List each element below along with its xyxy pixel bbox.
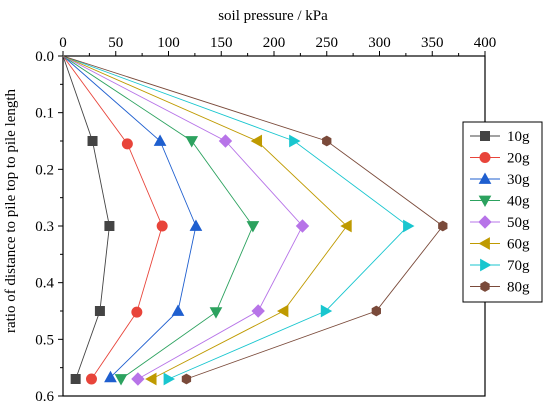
data-point-60g [250, 134, 263, 148]
data-point-10g [87, 136, 98, 146]
data-point-60g [276, 304, 289, 318]
x-tick-label: 100 [157, 35, 180, 51]
data-point-80g [322, 135, 332, 147]
y-tick-label: 0.0 [35, 49, 54, 65]
data-point-20g [85, 373, 97, 385]
legend-marker-50g [478, 215, 492, 229]
y-tick-label: 0.5 [35, 332, 54, 348]
plot-border [62, 55, 486, 397]
data-point-20g [156, 220, 168, 232]
y-tick-label: 0.2 [35, 162, 54, 178]
data-point-40g [114, 374, 128, 386]
legend-box [462, 121, 543, 303]
x-tick-label: 250 [316, 35, 339, 51]
data-point-50g [295, 219, 310, 233]
legend-label-50g: 50g [507, 215, 530, 231]
x-tick-label: 0 [59, 35, 67, 51]
legend-marker-80g [480, 281, 490, 292]
data-point-70g [289, 134, 301, 148]
data-point-10g [70, 374, 81, 384]
data-point-80g [181, 373, 192, 385]
x-axis-label: soil pressure / kPa [218, 8, 328, 24]
x-tick-label: 400 [474, 35, 497, 51]
legend-marker-70g [480, 258, 492, 272]
data-point-70g [403, 219, 415, 233]
data-point-50g [218, 134, 233, 148]
legend: 10g 20g 30g 40g 50g 60g 70g 80g [462, 121, 543, 303]
legend-label-80g: 80g [507, 280, 530, 296]
x-tick-label: 150 [210, 35, 233, 51]
series-line-70g [62, 55, 409, 380]
data-point-20g [131, 306, 143, 318]
data-point-40g [209, 307, 223, 319]
data-point-70g [163, 372, 176, 386]
legend-label-70g: 70g [507, 258, 530, 274]
data-point-60g [145, 372, 157, 386]
legend-marker-30g [478, 172, 492, 184]
data-point-50g [131, 372, 145, 386]
legend-label-20g: 20g [507, 151, 530, 167]
series-line-10g [62, 55, 110, 380]
data-point-30g [171, 304, 185, 316]
legend-label-30g: 30g [507, 172, 530, 188]
data-point-10g [94, 306, 105, 316]
series-line-80g [62, 55, 444, 380]
series-line-30g [62, 55, 197, 378]
series-markers [70, 134, 448, 386]
series-line-60g [62, 55, 348, 380]
legend-label-10g: 10g [507, 129, 530, 145]
data-point-80g [371, 305, 381, 317]
y-axis-label: ratio of distance to pile top to pile le… [3, 88, 19, 333]
x-tick-label: 50 [108, 35, 123, 51]
legend-label-40g: 40g [507, 194, 530, 210]
data-point-10g [104, 221, 115, 231]
x-axis: 0 50 100 150 200 250 300 350 400 [59, 35, 496, 56]
y-tick-label: 0.4 [35, 276, 54, 292]
data-point-80g [438, 220, 448, 232]
legend-marker-20g [479, 152, 491, 163]
y-tick-label: 0.6 [35, 389, 54, 405]
y-axis: 0.0 0.1 0.2 0.3 0.4 0.5 0.6 [35, 49, 63, 405]
x-tick-label: 200 [263, 35, 286, 51]
data-point-40g [246, 221, 260, 233]
data-point-70g [320, 304, 333, 318]
data-point-40g [185, 136, 199, 148]
legend-marker-60g [478, 237, 490, 250]
data-point-30g [104, 370, 117, 383]
y-tick-label: 0.1 [35, 106, 54, 122]
legend-marker-10g [480, 131, 490, 141]
data-point-30g [153, 134, 167, 146]
y-tick-label: 0.3 [35, 219, 54, 235]
data-point-60g [340, 219, 352, 233]
x-tick-label: 300 [368, 35, 391, 51]
x-tick-label: 350 [421, 35, 444, 51]
legend-marker-40g [478, 195, 492, 208]
series-line-20g [62, 55, 163, 380]
data-point-30g [189, 219, 203, 231]
data-point-20g [121, 138, 133, 150]
data-point-50g [251, 304, 265, 318]
series-lines [62, 55, 444, 380]
legend-label-60g: 60g [507, 237, 530, 253]
plot-frame [62, 55, 486, 397]
